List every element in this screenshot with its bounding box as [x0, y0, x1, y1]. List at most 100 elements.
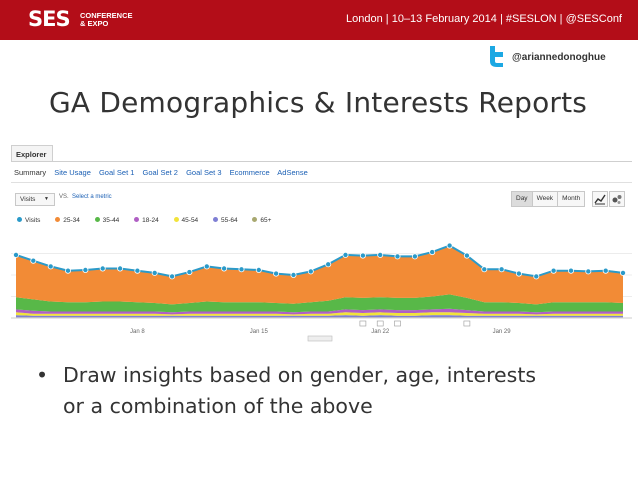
subnav-goal-set-1[interactable]: Goal Set 1 — [98, 168, 135, 177]
bullet-text-line2: or a combination of the above — [63, 394, 373, 418]
logo-main-text: SES — [28, 7, 71, 31]
visits-point[interactable] — [186, 269, 193, 276]
subnav-goal-set-2[interactable]: Goal Set 2 — [142, 168, 178, 177]
area-series-18-24[interactable] — [16, 308, 623, 315]
visits-point[interactable] — [273, 270, 280, 277]
visits-point[interactable] — [82, 267, 89, 274]
subnav-site-usage[interactable]: Site Usage — [54, 168, 91, 177]
legend-label: 25-34 — [63, 217, 80, 224]
period-week-button[interactable]: Week — [533, 192, 559, 206]
visits-point[interactable] — [307, 268, 314, 275]
twitter-handle[interactable]: @ariannedonoghue — [512, 52, 606, 63]
visits-point[interactable] — [515, 270, 522, 277]
visits-point[interactable] — [342, 251, 349, 258]
visits-point[interactable] — [429, 249, 436, 256]
visits-point[interactable] — [169, 273, 176, 280]
logo-sub-line1: CONFERENCE — [80, 11, 133, 20]
visits-point[interactable] — [568, 267, 575, 274]
visits-point[interactable] — [533, 273, 540, 280]
legend-item[interactable]: 35-44 — [94, 217, 120, 224]
legend-item[interactable]: Visits — [17, 217, 40, 224]
visits-point[interactable] — [394, 253, 401, 260]
line-chart-icon — [594, 194, 606, 205]
visits-point[interactable] — [290, 272, 297, 279]
header-bar: SES CONFERENCE & EXPO London | 10–13 Feb… — [0, 0, 638, 40]
x-tick-label: Jan 15 — [250, 329, 269, 335]
logo-sub-line2: & EXPO — [80, 19, 109, 28]
area-series-45-54[interactable] — [16, 312, 623, 316]
x-tick-label: Jan 29 — [493, 329, 512, 335]
tab-explorer[interactable]: Explorer — [11, 145, 53, 161]
legend-label: 55-64 — [220, 217, 238, 224]
legend-label: 65+ — [260, 217, 272, 224]
legend-item[interactable]: 25-34 — [55, 217, 80, 224]
area-series-25-34[interactable] — [16, 245, 623, 305]
visits-point[interactable] — [481, 266, 488, 273]
bullet-text-line1: Draw insights based on gender, age, inte… — [63, 363, 537, 387]
visits-point[interactable] — [221, 265, 228, 272]
visits-point[interactable] — [463, 252, 470, 259]
legend-dot — [212, 217, 218, 222]
legend-item[interactable]: 65+ — [252, 217, 271, 224]
period-toggle: Day Week Month — [511, 191, 586, 207]
visits-point[interactable] — [446, 242, 453, 249]
visits-point[interactable] — [377, 251, 384, 258]
visits-area-chart[interactable]: Jan 8 Jan 15 Jan 22 Jan 29 — [11, 232, 632, 342]
chart-legend: Visits 25-34 35-44 18-24 45-54 55-64 65+ — [17, 217, 284, 227]
motion-chart-icon — [612, 195, 622, 204]
legend-dot — [252, 217, 258, 222]
visits-point[interactable] — [30, 257, 37, 264]
visits-point[interactable] — [134, 267, 141, 274]
motion-chart-button[interactable] — [609, 191, 625, 207]
annotation-marker-icon[interactable] — [359, 320, 367, 327]
event-info: London | 10–13 February 2014 | #SESLON |… — [346, 13, 622, 25]
subnav-ecommerce[interactable]: Ecommerce — [229, 168, 270, 177]
visits-point[interactable] — [117, 265, 124, 272]
tab-divider — [11, 161, 632, 162]
select-metric-link[interactable]: Select a metric — [72, 194, 112, 200]
visits-point[interactable] — [151, 269, 158, 276]
line-chart-button[interactable] — [592, 191, 608, 207]
visits-point[interactable] — [13, 251, 19, 258]
subnav-adsense[interactable]: AdSense — [277, 168, 308, 177]
x-tick-label: Jan 22 — [371, 329, 390, 335]
subnav-goal-set-3[interactable]: Goal Set 3 — [186, 168, 222, 177]
visits-point[interactable] — [550, 267, 557, 274]
explorer-subnav: Summary Site Usage Goal Set 1 Goal Set 2… — [14, 168, 314, 177]
legend-dot — [94, 217, 100, 222]
slide-title: GA Demographics & Interests Reports — [49, 86, 588, 119]
visits-point[interactable] — [238, 266, 245, 273]
annotation-marker-icon[interactable] — [376, 320, 384, 327]
period-month-button[interactable]: Month — [562, 195, 581, 202]
legend-item[interactable]: 18-24 — [134, 217, 159, 224]
visits-point[interactable] — [620, 269, 627, 276]
legend-item[interactable]: 45-54 — [173, 217, 198, 224]
visits-point[interactable] — [359, 252, 366, 259]
visits-point[interactable] — [325, 261, 332, 268]
visits-point[interactable] — [99, 265, 106, 272]
visits-point[interactable] — [65, 267, 72, 274]
area-series-55-64[interactable] — [16, 315, 623, 318]
chevron-down-icon: ▼ — [44, 196, 49, 202]
legend-label: Visits — [25, 217, 41, 224]
legend-label: 35-44 — [102, 217, 120, 224]
legend-dot — [134, 217, 140, 222]
chart-drawer-handle[interactable] — [307, 335, 333, 342]
visits-point[interactable] — [498, 266, 505, 273]
annotation-marker-icon[interactable] — [394, 320, 401, 327]
subnav-summary[interactable]: Summary — [14, 168, 47, 177]
visits-point[interactable] — [255, 267, 262, 274]
period-day-button[interactable]: Day — [512, 192, 533, 206]
visits-point[interactable] — [411, 253, 418, 260]
visits-point[interactable] — [203, 263, 210, 270]
annotation-marker-icon[interactable] — [463, 320, 471, 327]
legend-label: 18-24 — [142, 217, 159, 224]
visits-point[interactable] — [47, 263, 54, 270]
vs-label: VS. — [59, 194, 69, 200]
legend-item[interactable]: 55-64 — [212, 217, 238, 224]
visits-point[interactable] — [585, 268, 592, 275]
metric-select[interactable]: Visits ▼ — [15, 193, 55, 206]
area-series-35-44[interactable] — [16, 294, 623, 313]
visits-point[interactable] — [602, 267, 609, 274]
metric-select-value: Visits — [20, 196, 36, 203]
